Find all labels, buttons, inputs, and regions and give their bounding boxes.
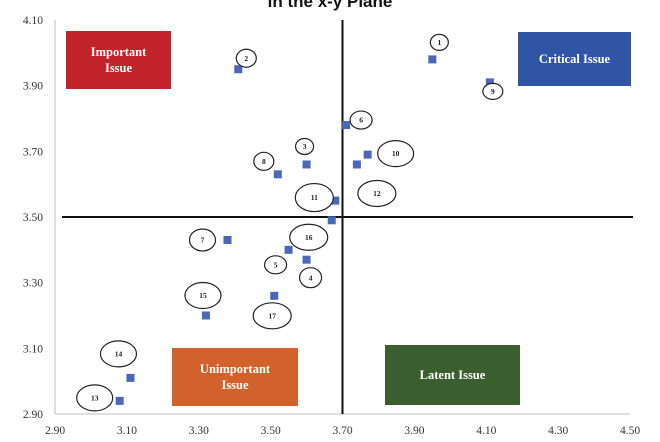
point-label-7: 7 (201, 236, 205, 245)
quadrant-important-issue-label: Issue (105, 61, 133, 75)
data-point-6 (342, 121, 351, 130)
point-label-6: 6 (359, 116, 363, 125)
point-label-bubble-16 (289, 223, 329, 251)
point-label-8: 8 (262, 157, 266, 166)
x-tick-label: 2.90 (45, 425, 65, 437)
y-tick-label: 3.30 (23, 278, 43, 290)
y-tick-label: 4.10 (23, 15, 43, 27)
point-label-bubble-17 (252, 302, 292, 330)
point-label-bubble-4 (298, 267, 323, 289)
x-tick-label: 4.30 (548, 425, 568, 437)
x-tick-label: 4.50 (620, 425, 640, 437)
point-label-bubble-11 (294, 182, 334, 213)
point-label-bubble-5 (263, 255, 288, 275)
point-label-10: 10 (392, 149, 400, 158)
data-point-4 (302, 255, 311, 264)
quadrant-important-issue-box (66, 31, 171, 89)
y-tick-label: 3.70 (23, 146, 43, 158)
data-point-7 (223, 235, 232, 244)
data-point-9 (485, 78, 494, 87)
chart-title: in the x-y Plane (267, 0, 393, 11)
quadrant-important-issue-label: Important (91, 45, 147, 59)
point-label-bubble-7 (188, 228, 217, 252)
quadrant-important-issue: Important Issue (66, 31, 171, 89)
point-label-bubble-12 (357, 179, 397, 208)
axes: 2.90 3.10 3.30 3.50 3.70 3.90 4.10 4.30 4.50 2.90… (23, 15, 640, 437)
quadrant-unimportant-issue-label: Issue (221, 378, 249, 392)
data-point-14 (126, 373, 135, 382)
point-label-12: 12 (373, 189, 381, 198)
quadrant-latent-issue-label: Latent Issue (420, 368, 486, 382)
y-tick-label: 3.50 (23, 212, 43, 224)
point-label-14: 14 (115, 349, 123, 358)
data-point-16 (327, 216, 336, 225)
point-label-bubble-2 (235, 48, 257, 68)
x-tick-label: 3.90 (404, 425, 424, 437)
data-point-1 (428, 55, 437, 64)
data-point-15 (201, 311, 210, 320)
point-label-bubble-1 (429, 33, 449, 52)
point-label-3: 3 (303, 142, 307, 151)
point-label-bubble-15 (184, 281, 222, 310)
quadrant-unimportant-issue: Unimportant Issue (172, 348, 298, 406)
data-point-10 (363, 150, 372, 159)
point-label-1: 1 (437, 38, 441, 47)
point-label-bubble-3 (294, 137, 315, 156)
data-points (115, 55, 494, 405)
point-label-13: 13 (91, 393, 99, 402)
x-tick-label: 3.50 (261, 425, 281, 437)
point-label-4: 4 (309, 273, 313, 282)
point-label-16: 16 (305, 233, 313, 242)
quadrant-latent-issue-box (385, 345, 520, 405)
point-label-bubble-9 (482, 82, 504, 100)
point-label-17: 17 (268, 311, 276, 320)
data-point-11 (331, 196, 340, 205)
point-label-2: 2 (244, 54, 248, 63)
point-label-9: 9 (491, 87, 495, 96)
point-label-5: 5 (274, 260, 278, 269)
data-point-2 (234, 65, 243, 74)
quadrant-labels: Important Issue Critical Issue Unimportant I… (66, 31, 631, 406)
point-label-11: 11 (311, 193, 318, 202)
x-tick-label: 3.30 (189, 425, 209, 437)
quadrant-unimportant-issue-label: Unimportant (200, 362, 271, 376)
point-label-bubble-6 (349, 110, 373, 130)
x-tick-label: 3.70 (332, 425, 352, 437)
data-point-12 (352, 160, 361, 169)
point-label-bubble-13 (76, 384, 114, 412)
quadrant-critical-issue-label: Critical Issue (539, 52, 611, 66)
quadrant-critical-issue-box (518, 32, 631, 86)
data-point-17 (270, 291, 279, 300)
quadrant-critical-issue: Critical Issue (518, 32, 631, 86)
y-tick-label: 3.90 (23, 81, 43, 93)
quadrant-unimportant-issue-box (172, 348, 298, 406)
x-tick-label: 4.10 (476, 425, 496, 437)
data-point-13 (115, 396, 124, 405)
x-tick-label: 3.10 (117, 425, 137, 437)
point-label-bubble-14 (99, 340, 138, 368)
data-point-3 (302, 160, 311, 169)
data-point-8 (273, 170, 282, 179)
y-tick-label: 3.10 (23, 343, 43, 355)
data-point-5 (284, 245, 293, 254)
point-label-bubble-8 (253, 151, 275, 171)
quadrant-latent-issue: Latent Issue (385, 345, 520, 405)
y-tick-label: 2.90 (23, 409, 43, 421)
point-label-bubble-10 (377, 140, 415, 168)
point-label-15: 15 (199, 291, 207, 300)
